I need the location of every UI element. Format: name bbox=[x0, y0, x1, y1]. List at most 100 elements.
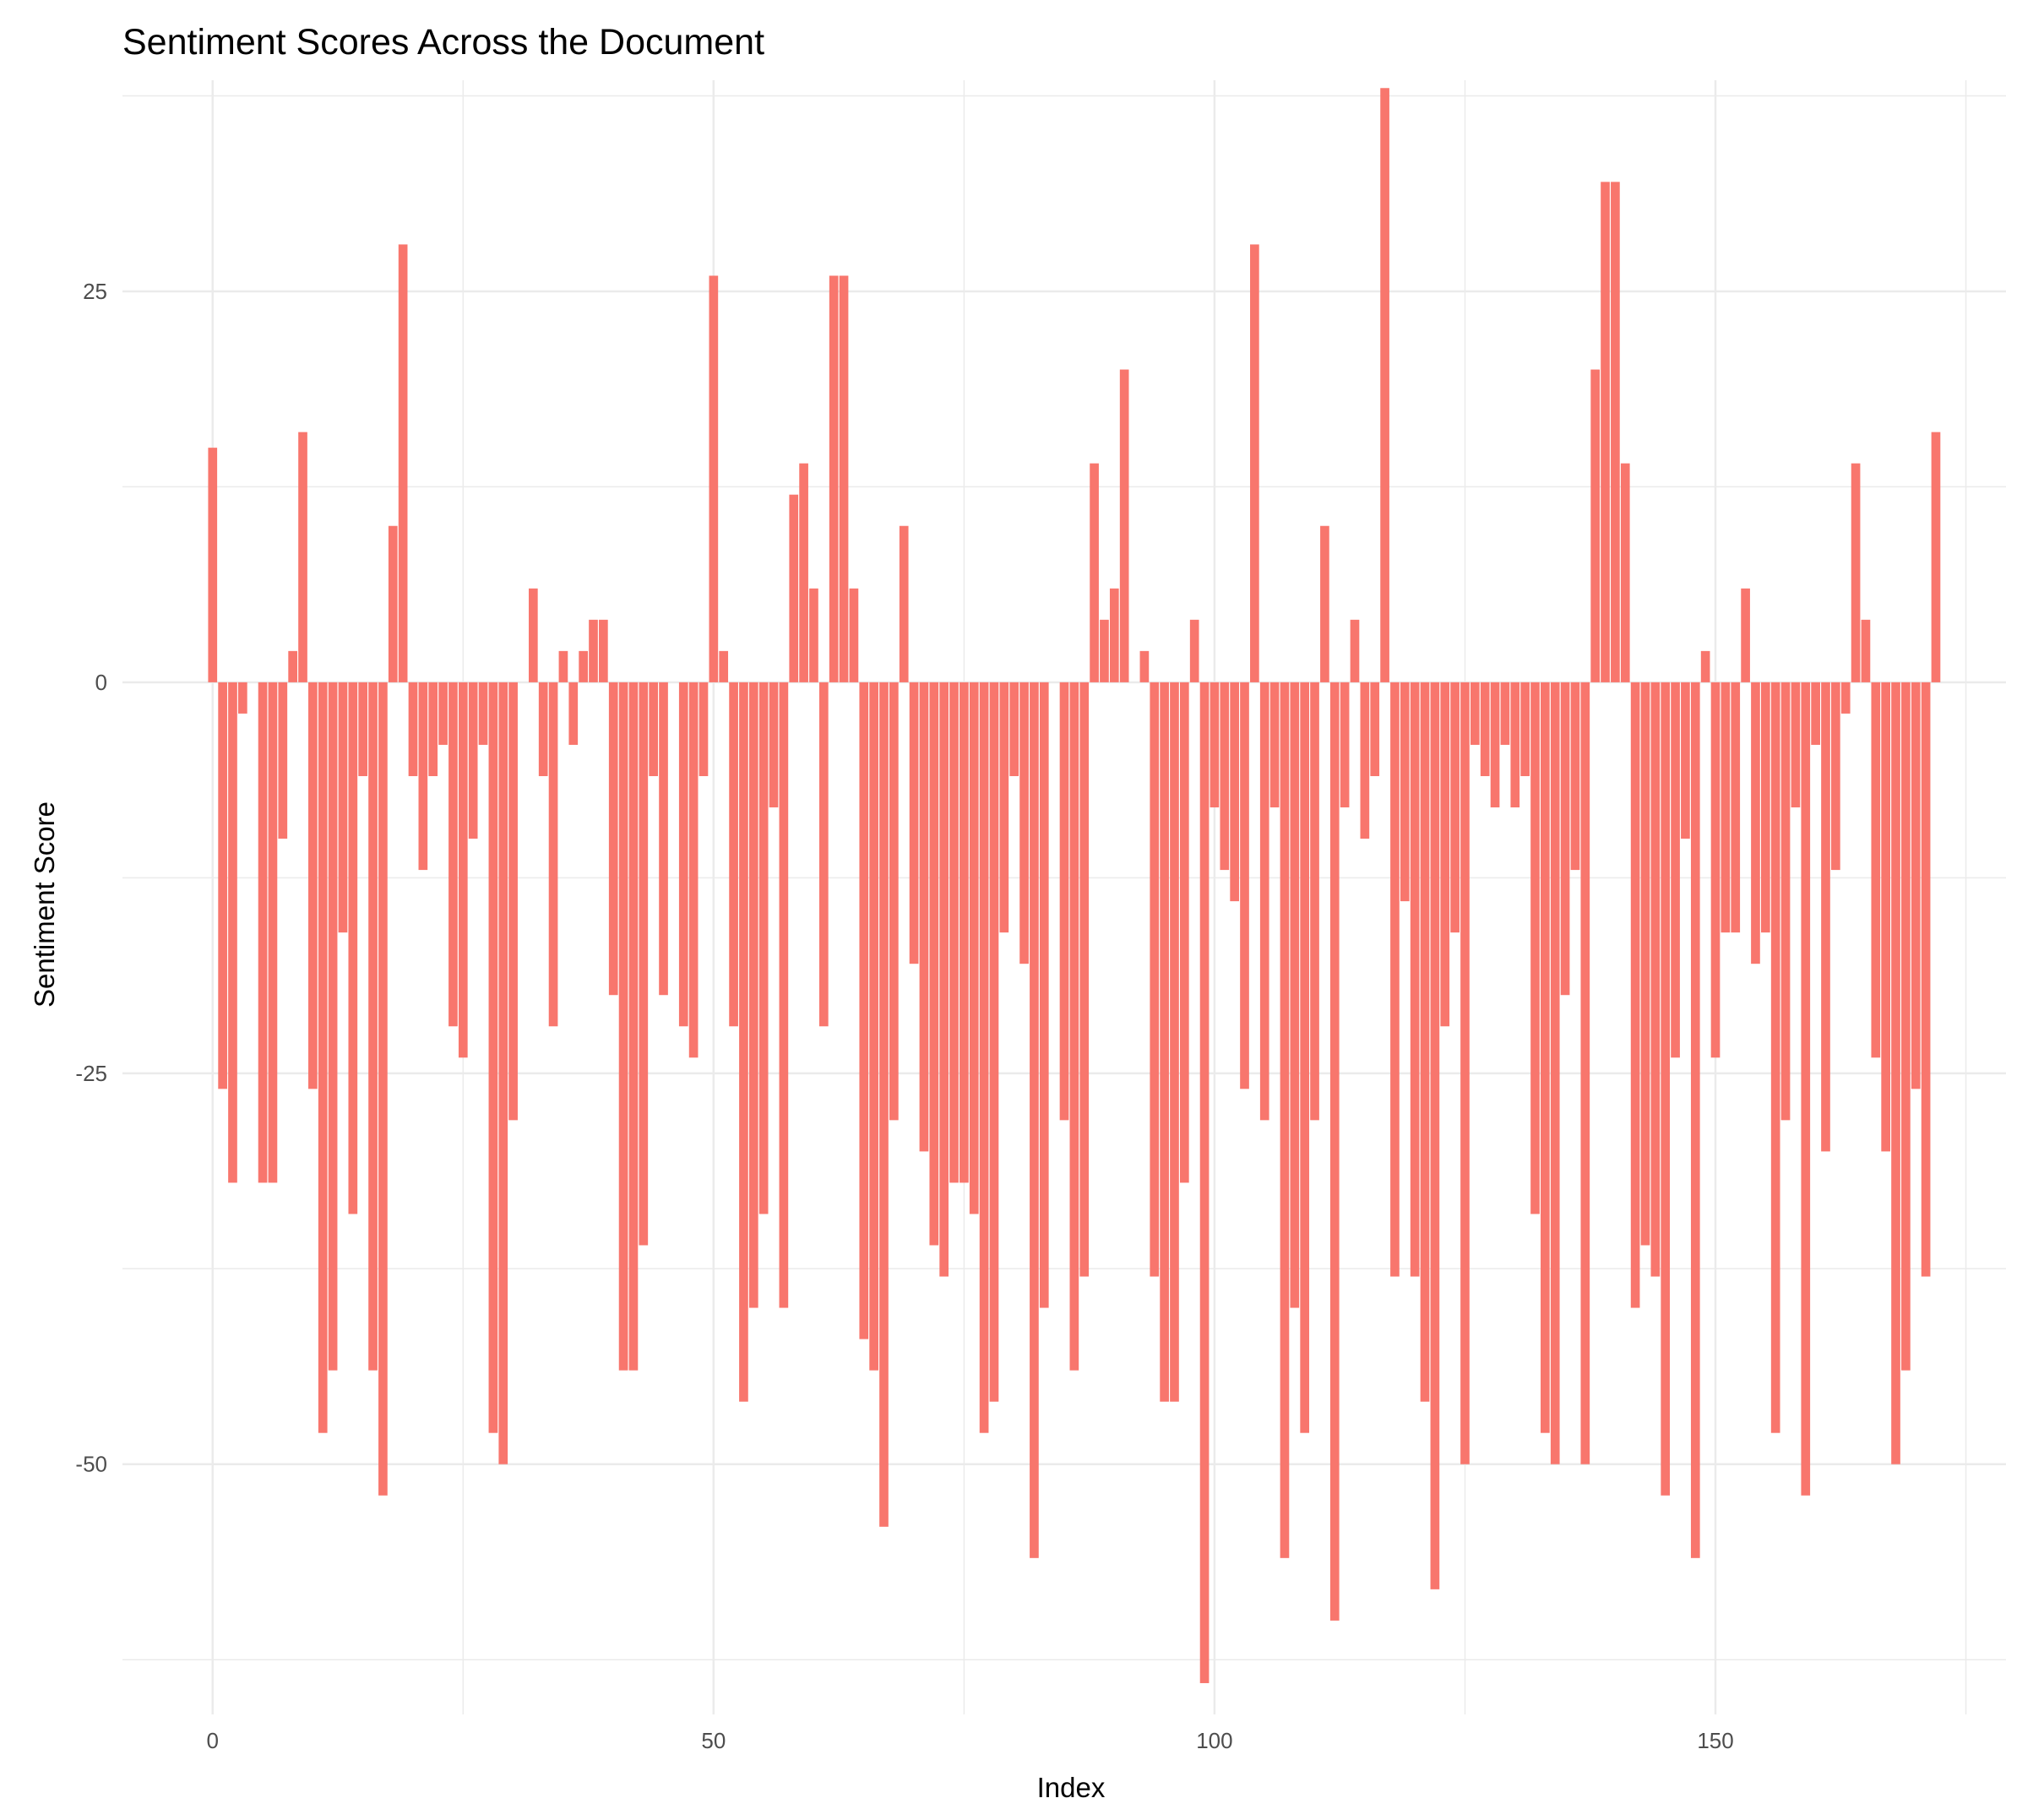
bar bbox=[368, 682, 378, 1371]
bar bbox=[1851, 463, 1861, 682]
bar bbox=[1671, 682, 1680, 1058]
bar bbox=[1650, 682, 1661, 1277]
bar bbox=[809, 588, 818, 682]
bar bbox=[1320, 525, 1329, 682]
bar bbox=[288, 650, 297, 682]
x-tick-label: 50 bbox=[701, 1728, 726, 1753]
x-tick-label: 100 bbox=[1196, 1728, 1232, 1753]
bar bbox=[508, 682, 518, 1121]
bar bbox=[1470, 682, 1480, 745]
bar bbox=[719, 650, 729, 682]
bar bbox=[408, 682, 418, 776]
bar bbox=[1710, 682, 1721, 1058]
bar bbox=[709, 275, 719, 682]
bar bbox=[748, 682, 758, 1308]
tick-labels: 0 50 100 150 25 0 -25 -50 bbox=[75, 279, 1733, 1753]
bar bbox=[678, 682, 688, 1027]
bar bbox=[1791, 682, 1801, 808]
bar bbox=[228, 682, 237, 1183]
bar bbox=[1520, 682, 1530, 776]
bar bbox=[458, 682, 468, 1058]
bar bbox=[558, 650, 568, 682]
y-tick-label: -50 bbox=[75, 1452, 107, 1477]
bar bbox=[589, 619, 598, 682]
y-tick-label: 25 bbox=[83, 279, 107, 304]
bar bbox=[889, 682, 899, 1121]
bar bbox=[1069, 682, 1079, 1371]
bar bbox=[1460, 682, 1470, 1464]
bar bbox=[1611, 182, 1620, 682]
bar bbox=[1250, 244, 1259, 682]
bar bbox=[1420, 682, 1430, 1402]
bar bbox=[1199, 682, 1210, 1683]
bar bbox=[929, 682, 939, 1246]
bar bbox=[649, 682, 659, 776]
bar bbox=[1480, 682, 1490, 776]
bar bbox=[899, 525, 909, 682]
bar bbox=[1039, 682, 1049, 1308]
bar bbox=[1310, 682, 1319, 1121]
bar bbox=[1770, 682, 1780, 1433]
bar bbox=[218, 682, 227, 1089]
bar bbox=[1901, 682, 1911, 1371]
bar bbox=[839, 275, 849, 682]
bar bbox=[548, 682, 558, 1027]
bar bbox=[1139, 650, 1150, 682]
bar bbox=[388, 525, 398, 682]
bar bbox=[1360, 682, 1370, 839]
bar bbox=[949, 682, 959, 1183]
bar bbox=[1450, 682, 1460, 933]
bar bbox=[1340, 682, 1350, 808]
bar bbox=[1620, 463, 1630, 682]
bar bbox=[849, 588, 859, 682]
bar bbox=[428, 682, 438, 776]
bar bbox=[1840, 682, 1851, 714]
bar bbox=[1911, 682, 1921, 1089]
bar bbox=[699, 682, 709, 776]
bar bbox=[1079, 682, 1090, 1277]
bar bbox=[478, 682, 488, 745]
bar bbox=[1741, 588, 1750, 682]
x-tick-label: 150 bbox=[1697, 1728, 1733, 1753]
bar bbox=[869, 682, 878, 1371]
bar bbox=[1560, 682, 1570, 996]
bar bbox=[1871, 682, 1881, 1058]
bar bbox=[919, 682, 929, 1152]
bar bbox=[1751, 682, 1760, 964]
bar bbox=[298, 432, 307, 682]
bar bbox=[358, 682, 368, 776]
bar bbox=[1640, 682, 1650, 1246]
bar bbox=[328, 682, 338, 1371]
bar bbox=[1821, 682, 1830, 1152]
bar bbox=[799, 463, 808, 682]
bar bbox=[528, 588, 538, 682]
bar bbox=[909, 682, 919, 964]
bar bbox=[758, 682, 769, 1214]
bar bbox=[1550, 682, 1560, 1464]
bar bbox=[1300, 682, 1310, 1433]
bar bbox=[1059, 682, 1069, 1121]
bar bbox=[1541, 682, 1550, 1433]
bar bbox=[1530, 682, 1540, 1214]
bar bbox=[1160, 682, 1169, 1402]
bar bbox=[1269, 682, 1280, 808]
bar bbox=[859, 682, 869, 1339]
bar bbox=[1150, 682, 1160, 1277]
bar bbox=[1681, 682, 1690, 839]
bar bbox=[1881, 682, 1890, 1152]
bar bbox=[739, 682, 748, 1402]
chart-title: Sentiment Scores Across the Document bbox=[122, 22, 765, 62]
bar bbox=[1861, 619, 1871, 682]
bar bbox=[959, 682, 969, 1183]
bar bbox=[1931, 432, 1941, 682]
bar bbox=[1831, 682, 1840, 871]
bar bbox=[1090, 463, 1099, 682]
bar bbox=[639, 682, 649, 1246]
bar bbox=[1580, 682, 1590, 1464]
bar bbox=[999, 682, 1009, 933]
bar bbox=[979, 682, 989, 1433]
bar bbox=[769, 682, 779, 808]
bar bbox=[1240, 682, 1249, 1089]
bar bbox=[1220, 682, 1230, 871]
bar bbox=[779, 682, 789, 1308]
